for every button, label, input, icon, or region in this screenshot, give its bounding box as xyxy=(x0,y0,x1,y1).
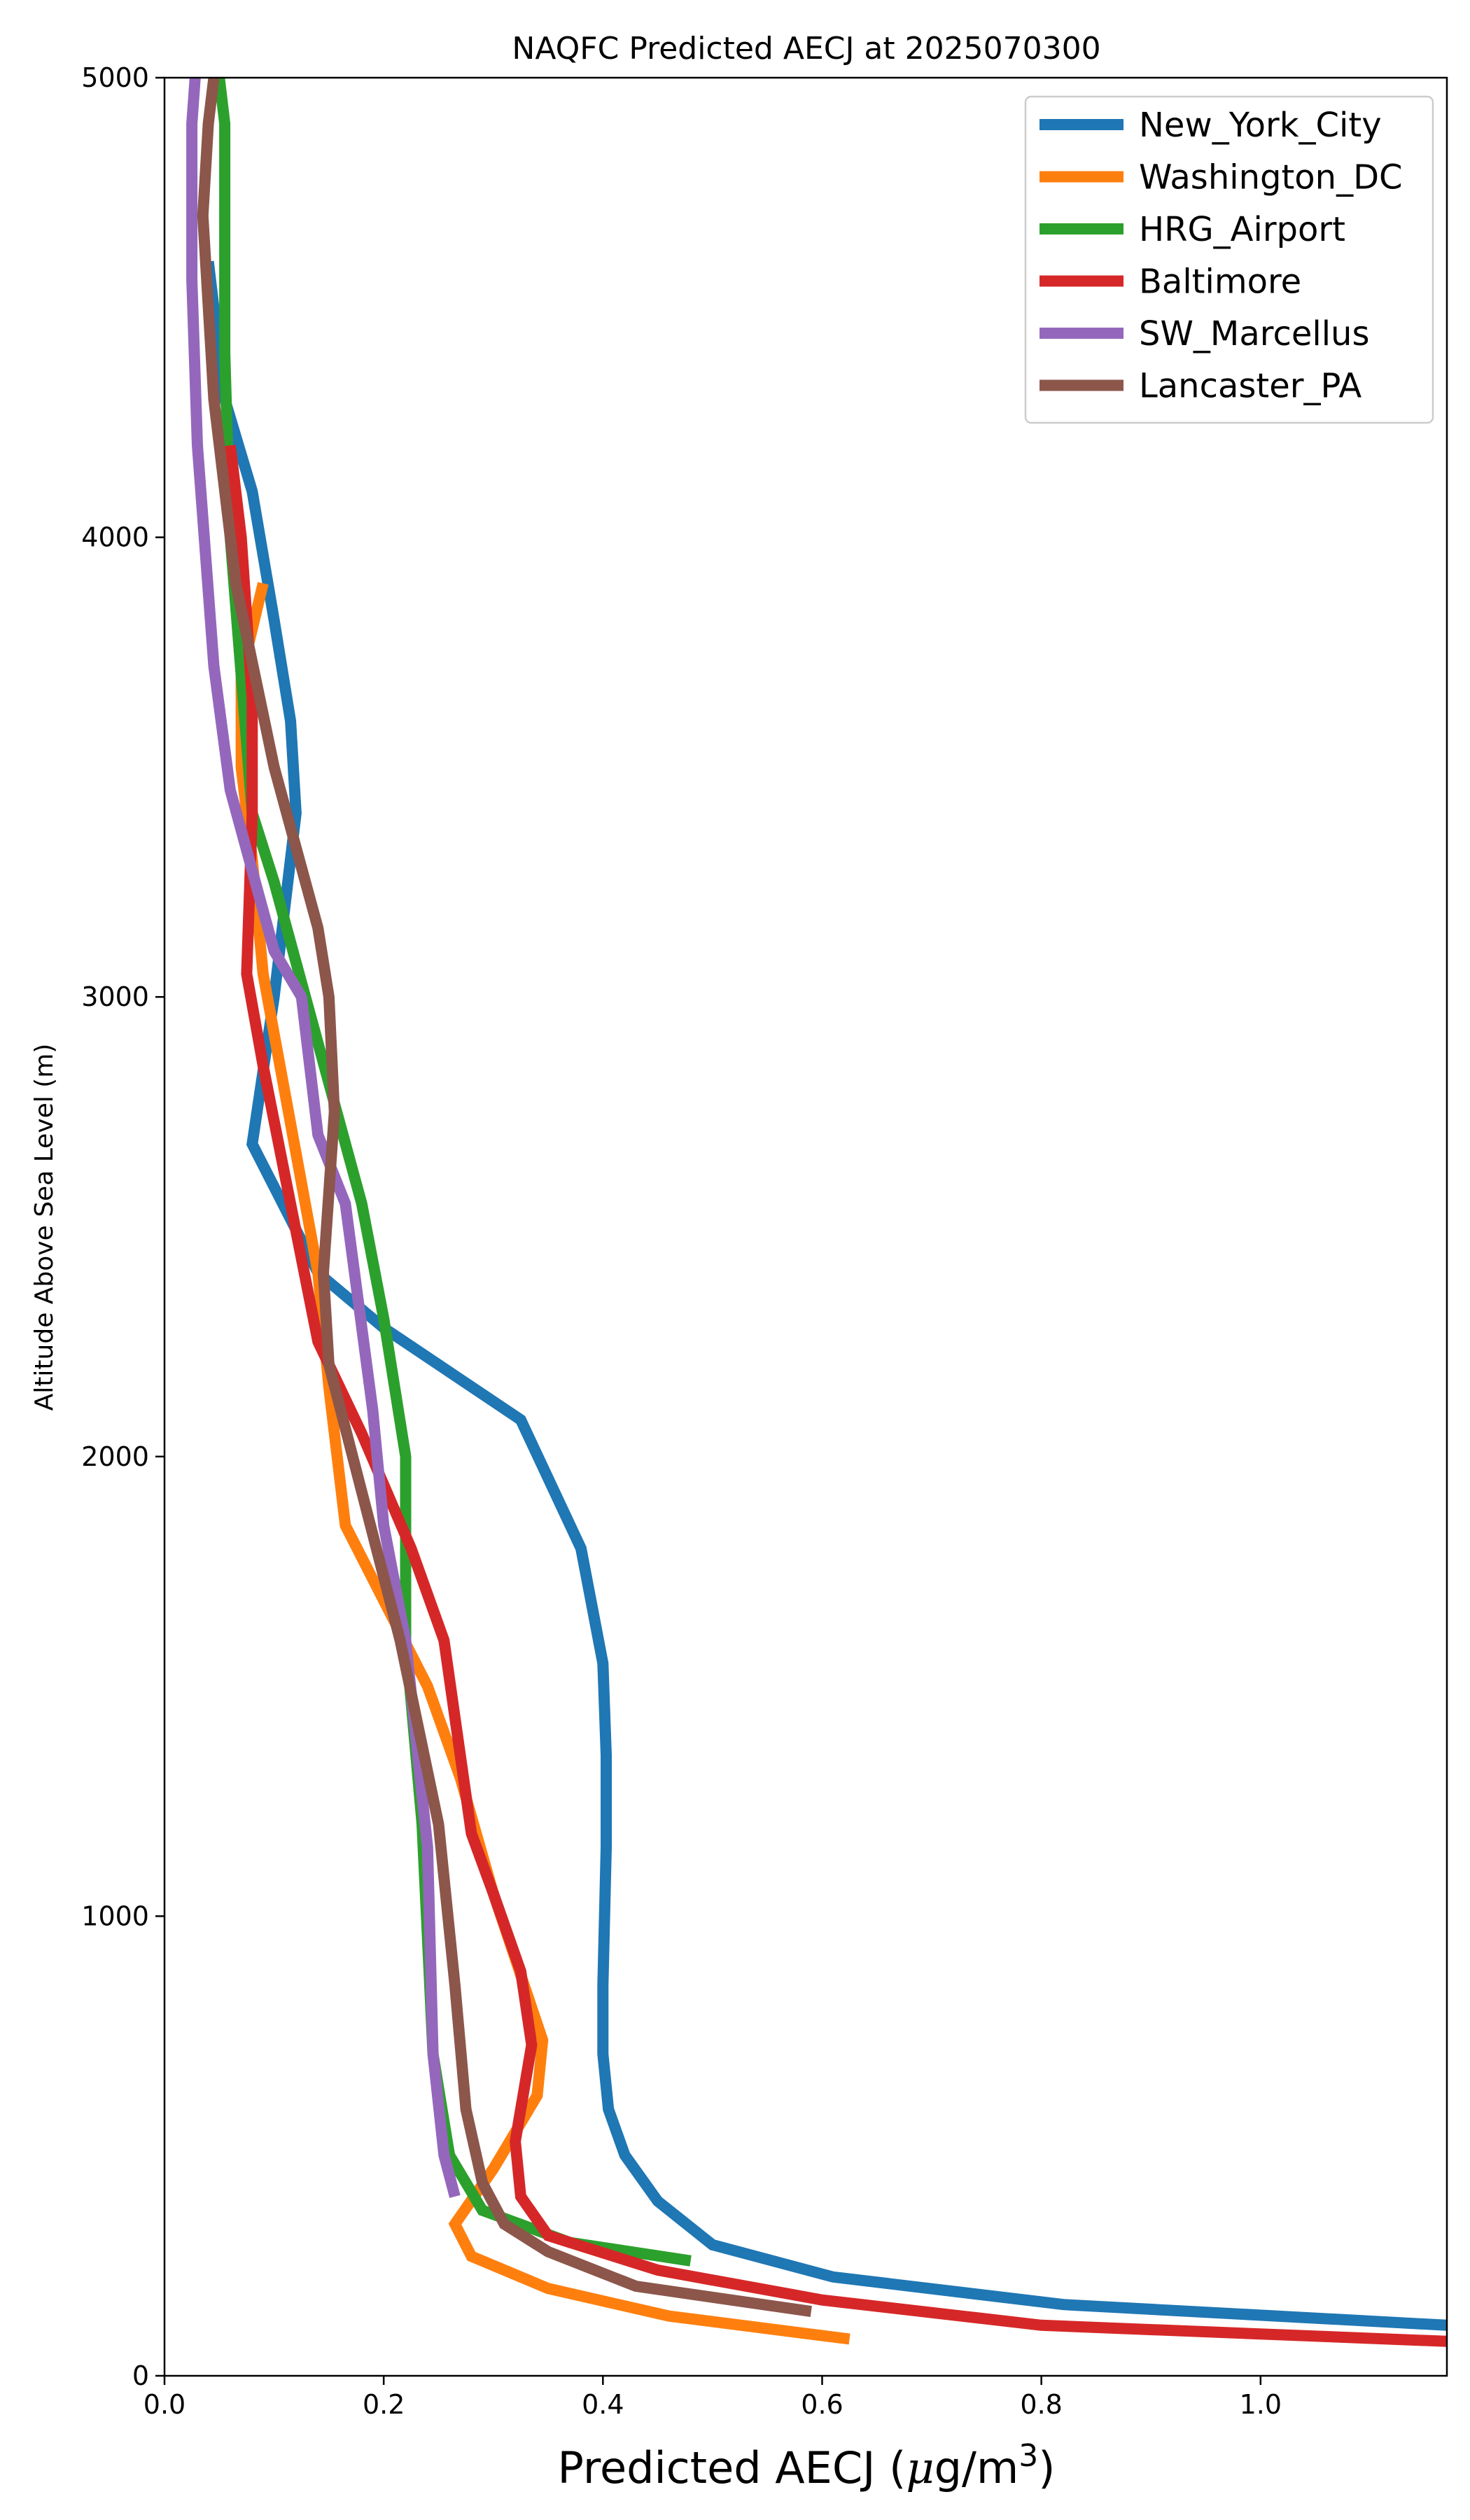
legend-label: HRG_Airport xyxy=(1139,210,1345,249)
x-tick-label: 0.6 xyxy=(801,2389,843,2420)
plot-frame xyxy=(163,76,1448,2377)
x-tick-label: 1.0 xyxy=(1240,2389,1282,2420)
axis-ticks: 0.0 0.2 0.4 0.6 0.8 1.0 0 1000 2000 3000 4000 5000 xyxy=(81,62,1282,2420)
y-tick-label: 3000 xyxy=(81,981,149,1012)
x-tick-label: 0.2 xyxy=(363,2389,405,2420)
x-tick-label: 0.8 xyxy=(1020,2389,1062,2420)
legend-label: Baltimore xyxy=(1139,262,1301,302)
y-tick-label: 5000 xyxy=(81,62,149,93)
y-axis-label: Altitude Above Sea Level (m) xyxy=(30,1044,59,1411)
legend-box xyxy=(1024,95,1434,424)
chart-title: NAQFC Predicted AECJ at 2025070300 xyxy=(512,31,1100,66)
x-tick-label: 0.4 xyxy=(582,2389,624,2420)
series-line-hrg-airport xyxy=(214,78,692,2267)
x-tick-label: 0.0 xyxy=(144,2389,186,2420)
series-lines xyxy=(186,78,1447,2347)
x-axis-label: Predicted AECJ (μg/m3) xyxy=(558,2438,1056,2493)
legend-label: SW_Marcellus xyxy=(1139,314,1369,354)
y-tick-label: 4000 xyxy=(81,522,149,553)
series-line-sw-marcellus xyxy=(186,78,461,2198)
legend-label: New_York_City xyxy=(1139,106,1382,145)
y-tick-label: 0 xyxy=(132,2360,149,2391)
series-line-lancaster-pa xyxy=(197,78,812,2318)
y-tick-label: 1000 xyxy=(81,1900,149,1931)
y-tick-label: 2000 xyxy=(81,1441,149,1472)
legend: New_York_City Washington_DC HRG_Airport Bal… xyxy=(1024,95,1434,424)
legend-label: Washington_DC xyxy=(1139,158,1403,197)
legend-label: Lancaster_PA xyxy=(1139,367,1362,406)
series-line-new-york-city xyxy=(202,260,1447,2331)
